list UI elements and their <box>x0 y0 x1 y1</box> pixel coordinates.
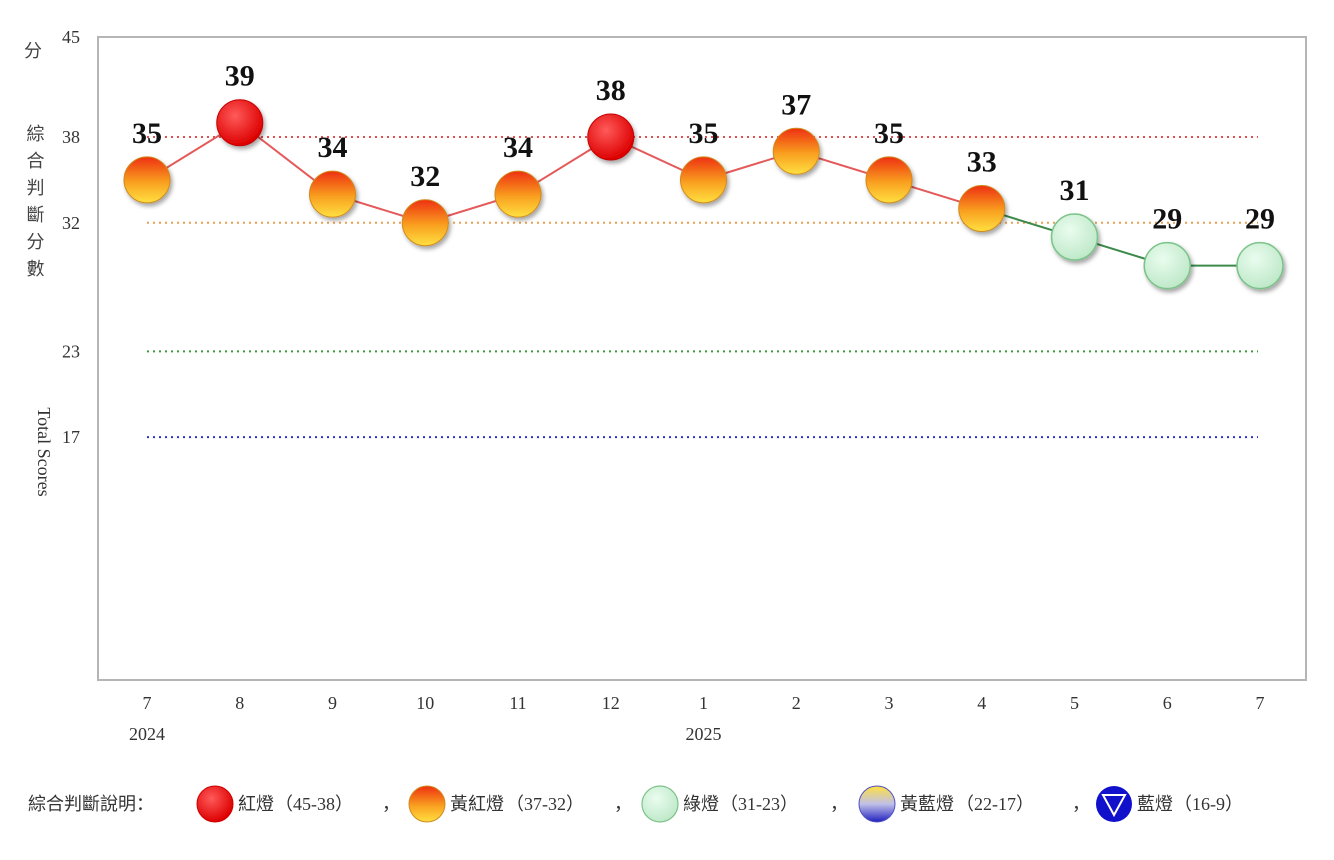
x-year-label: 2024 <box>129 724 165 744</box>
data-label: 34 <box>503 131 533 164</box>
y-tick-label: 23 <box>62 341 80 361</box>
legend-item-name: 綠燈 <box>683 794 719 815</box>
data-label: 32 <box>410 160 440 193</box>
y-tick-label: 17 <box>62 427 80 447</box>
y-axis-title-cjk: 綜合判斷分數 <box>24 124 45 286</box>
data-point <box>772 127 820 175</box>
legend-item-range: （45-38） <box>275 794 353 814</box>
data-label: 29 <box>1245 203 1275 236</box>
data-label: 38 <box>596 74 626 107</box>
plot-area <box>97 36 1307 681</box>
yellow-red-light-icon <box>408 785 446 823</box>
x-tick-label: 11 <box>509 693 526 713</box>
data-label: 35 <box>874 117 904 150</box>
legend-item-name: 紅燈 <box>238 794 274 815</box>
blue-light-triangle <box>1101 794 1127 818</box>
x-tick-label: 7 <box>143 693 152 713</box>
data-label: 39 <box>225 60 255 93</box>
x-tick-label: 10 <box>416 693 434 713</box>
legend-separator: ， <box>830 794 848 815</box>
yellow-blue-light-icon <box>858 785 896 823</box>
data-point <box>680 156 727 204</box>
data-point <box>587 113 635 161</box>
y-tick-label: 32 <box>62 213 80 233</box>
y-tick-label: 45 <box>62 27 80 47</box>
legend-item-name: 黃紅燈 <box>450 794 504 815</box>
data-label: 29 <box>1152 203 1182 236</box>
x-tick-label: 9 <box>328 693 337 713</box>
x-tick-label: 8 <box>235 693 244 713</box>
legend-item-name: 藍燈 <box>1137 794 1173 815</box>
data-point <box>958 184 1006 232</box>
data-point <box>309 170 356 218</box>
legend-title: 綜合判斷說明： <box>28 794 154 815</box>
y-tick-label: 38 <box>62 127 80 147</box>
data-label: 35 <box>689 117 719 150</box>
data-point <box>401 199 449 247</box>
y-axis-title-en: Total Scores <box>34 407 54 496</box>
legend-separator: ， <box>382 794 400 815</box>
legend-item-range: （31-23） <box>720 794 798 814</box>
x-tick-label: 5 <box>1070 693 1079 713</box>
x-tick-label: 3 <box>885 693 894 713</box>
legend-item-range: （16-9） <box>1174 794 1243 814</box>
legend-item-range: （37-32） <box>506 794 584 814</box>
green-light-icon <box>641 785 679 823</box>
data-labels: 35 39 34 32 34 38 35 37 35 33 31 29 29 <box>132 60 1275 236</box>
data-point <box>865 156 913 204</box>
data-label: 33 <box>967 145 997 178</box>
data-point <box>123 156 171 204</box>
data-label: 31 <box>1060 174 1090 207</box>
data-label: 35 <box>132 117 162 150</box>
legend-item-range: （22-17） <box>956 794 1034 814</box>
legend-separator: ， <box>614 794 632 815</box>
x-tick-label: 1 <box>699 693 708 713</box>
data-point <box>1050 213 1099 261</box>
data-label: 37 <box>781 88 811 121</box>
x-tick-label: 6 <box>1163 693 1172 713</box>
x-tick-label: 4 <box>977 693 986 713</box>
x-tick-label: 12 <box>602 693 620 713</box>
legend: 綜合判斷說明： 紅燈 （45-38） ， 黃紅燈 （37-32） ， 綠燈 （3… <box>28 785 1243 823</box>
x-tick-label: 7 <box>1256 693 1265 713</box>
y-unit-label: 分 <box>24 41 42 62</box>
x-tick-label: 2 <box>792 693 801 713</box>
legend-item-name: 黃藍燈 <box>900 794 954 815</box>
data-point <box>216 99 264 147</box>
x-year-label: 2025 <box>686 724 722 744</box>
data-point <box>1236 241 1284 290</box>
data-point <box>1143 241 1191 290</box>
data-points <box>123 99 1284 290</box>
data-label: 34 <box>318 131 348 164</box>
legend-separator: ， <box>1072 794 1090 815</box>
y-axis-ticks: 45 38 32 23 17 <box>62 27 80 447</box>
data-point <box>494 170 542 218</box>
red-light-icon <box>196 785 234 823</box>
